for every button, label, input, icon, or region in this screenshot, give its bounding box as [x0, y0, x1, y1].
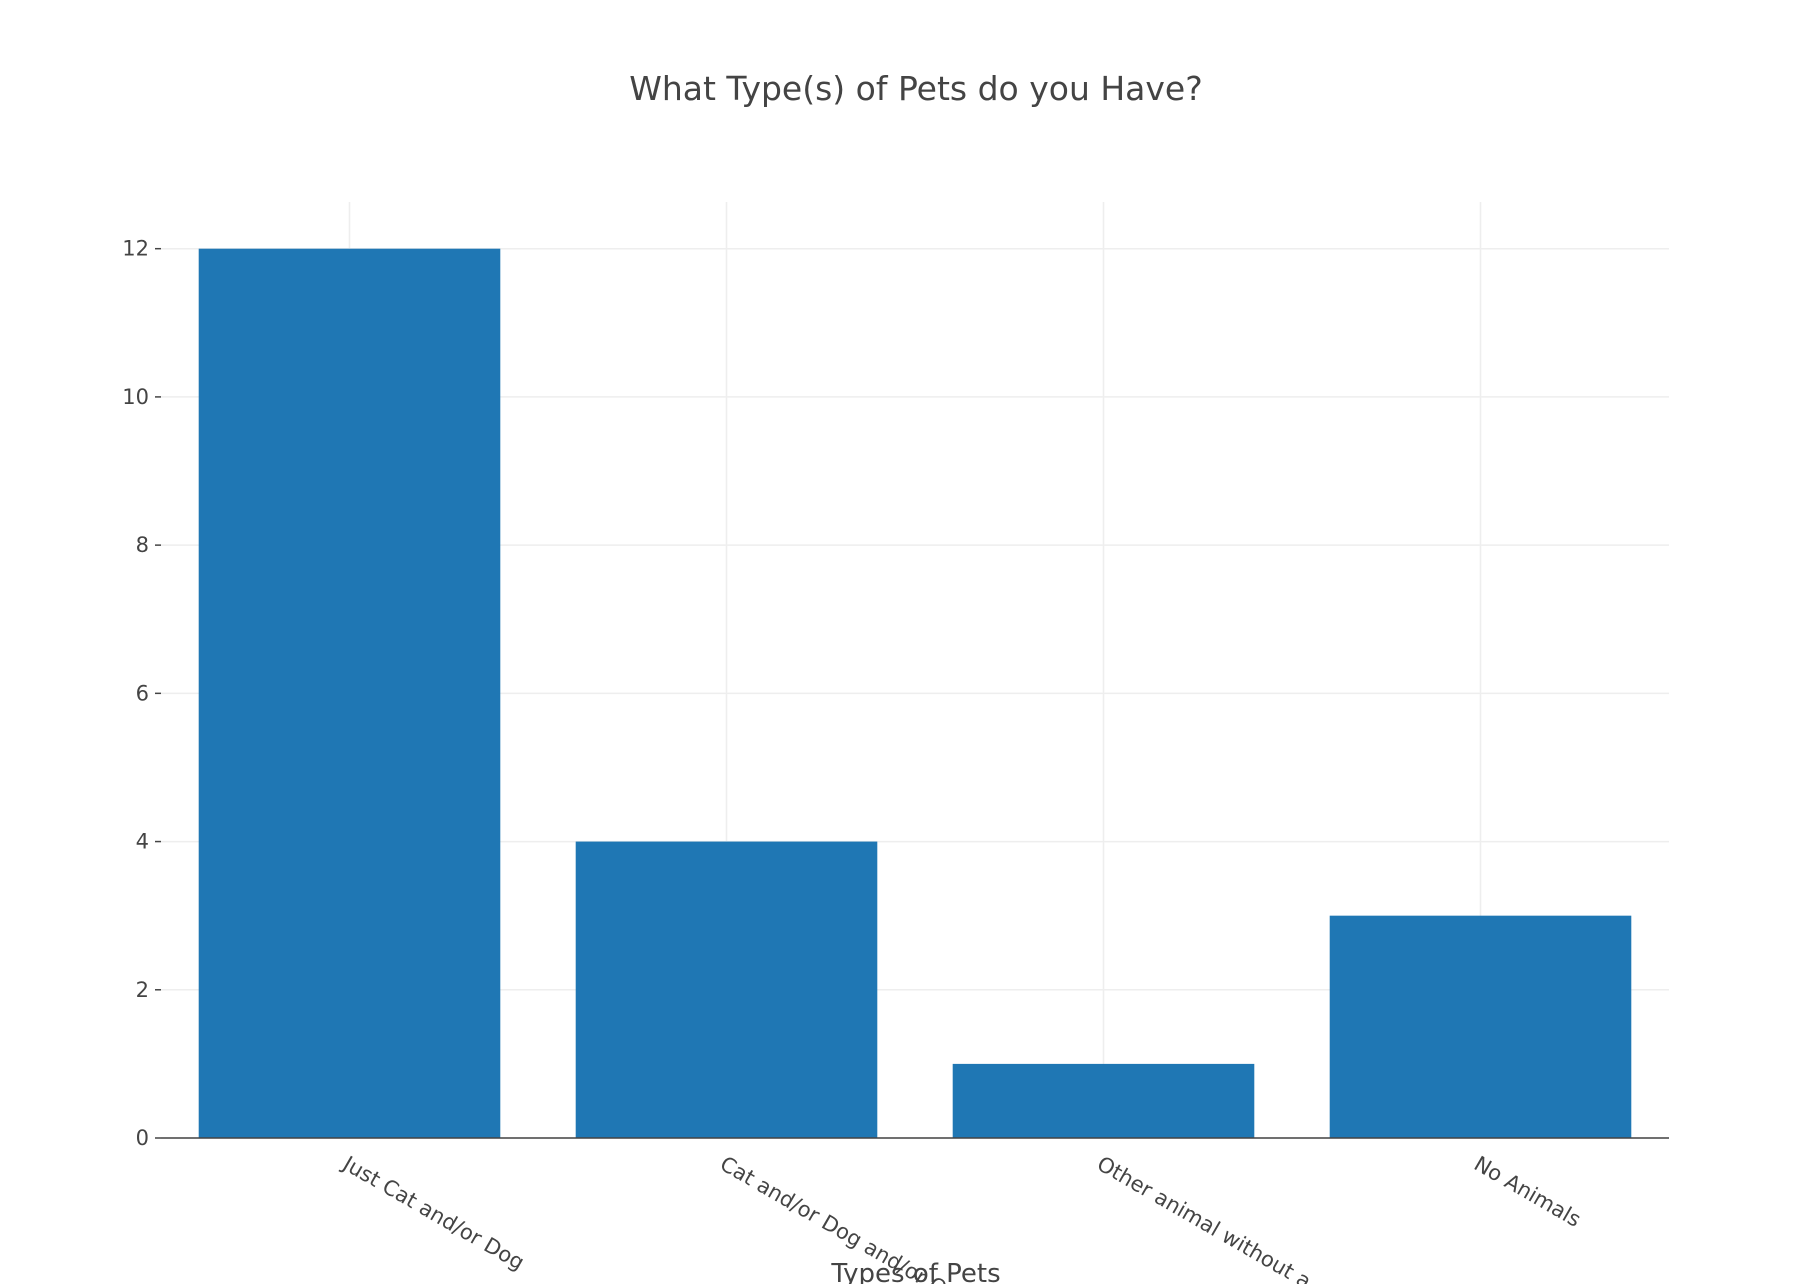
x-axis-title: Types of Pets	[830, 1259, 1000, 1284]
bar	[1329, 915, 1632, 1138]
y-tick-label: 2	[136, 978, 149, 1002]
bar	[575, 841, 878, 1138]
y-tick-label: 12	[122, 237, 149, 261]
y-tick-label: 4	[136, 830, 149, 854]
chart-title: What Type(s) of Pets do you Have?	[629, 69, 1203, 108]
y-tick-label: 10	[122, 385, 149, 409]
x-tick-label: Just Cat and/or Dog	[337, 1151, 528, 1275]
x-tick-label: Other animal without a cat or dog	[1093, 1152, 1414, 1284]
bar	[198, 248, 501, 1138]
x-tick-label: No Animals	[1470, 1152, 1585, 1232]
bar	[952, 1063, 1255, 1138]
y-tick-label: 8	[136, 533, 149, 557]
y-tick-label: 6	[136, 681, 149, 705]
y-tick-label: 0	[136, 1126, 149, 1150]
